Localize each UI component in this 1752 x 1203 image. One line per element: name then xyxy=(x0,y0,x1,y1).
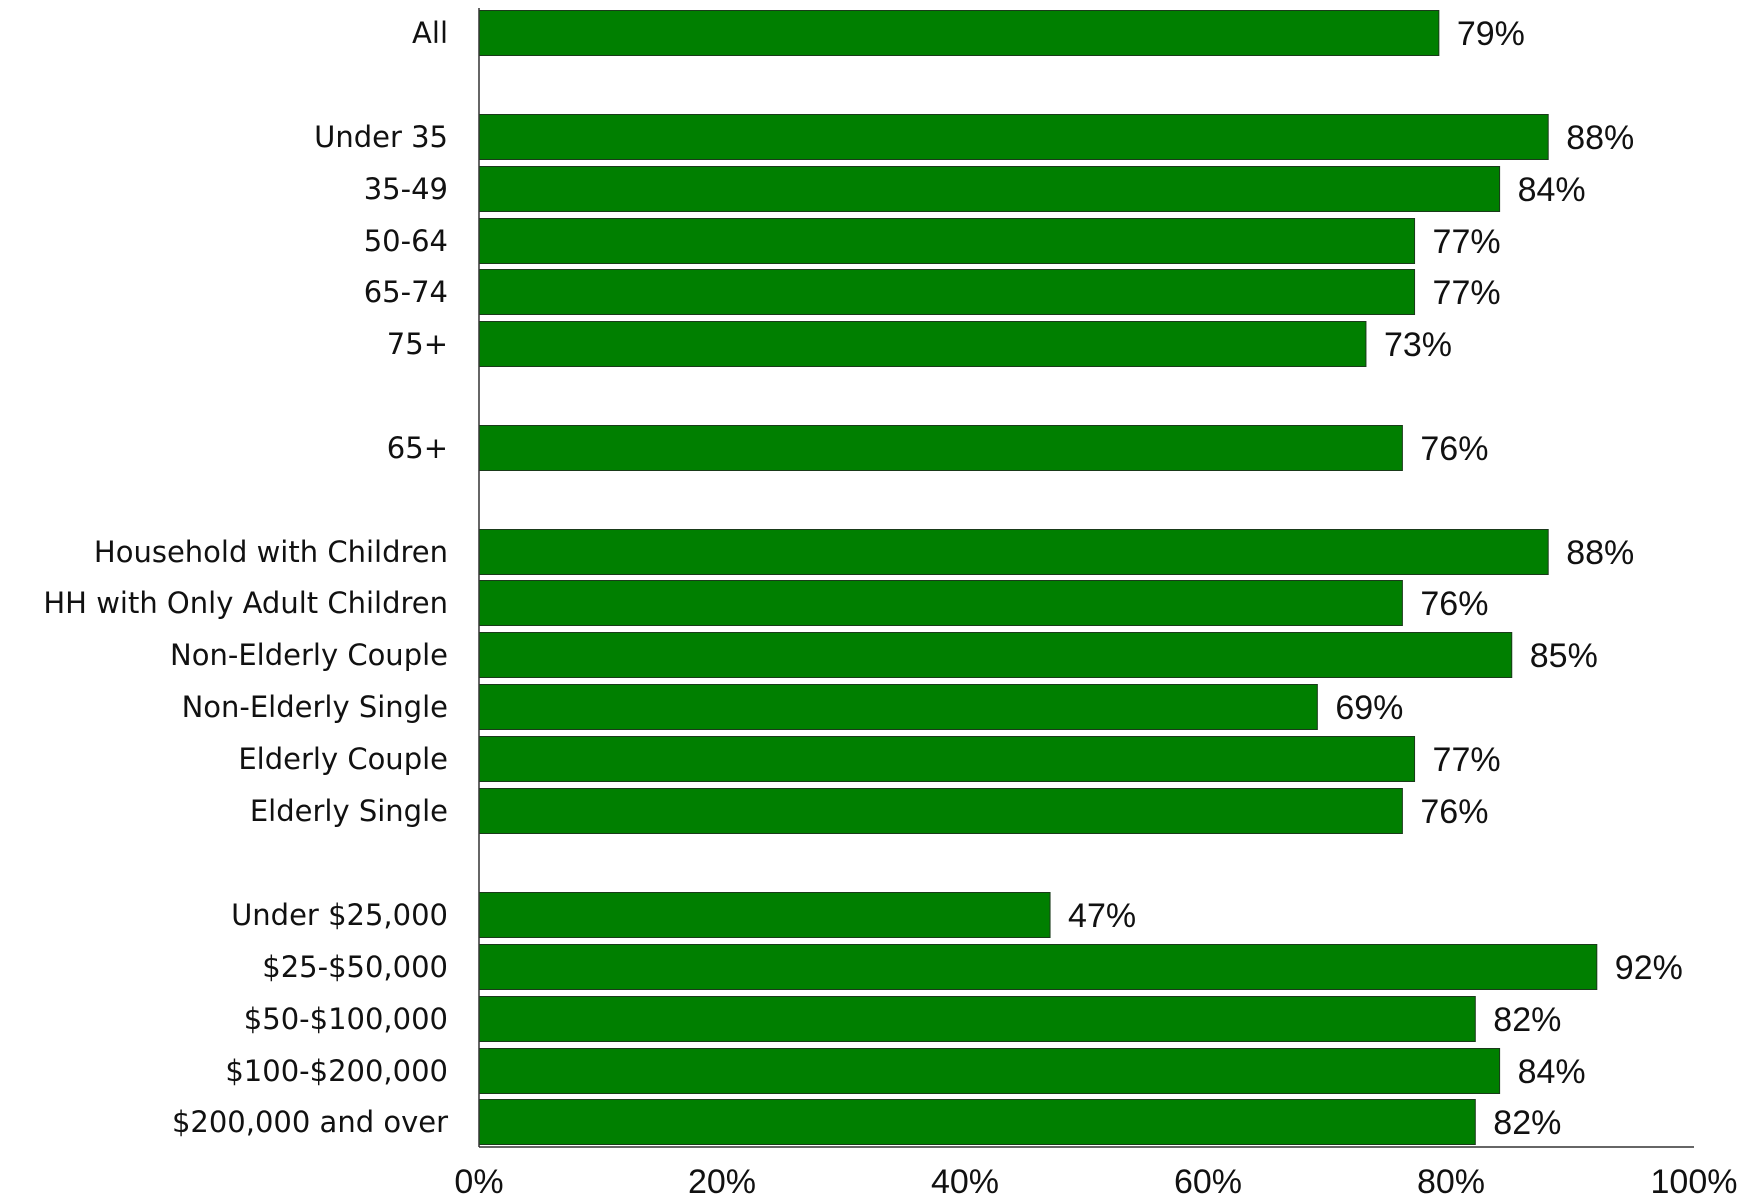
value-label-1: 88% xyxy=(1566,119,1634,157)
x-tick-label-1: 20% xyxy=(688,1163,756,1201)
bar-9 xyxy=(478,632,1513,678)
bar-11 xyxy=(478,736,1416,782)
bar-2 xyxy=(478,166,1501,212)
category-label-5: 75+ xyxy=(387,327,448,361)
bar-14 xyxy=(478,944,1598,990)
category-label-13: Under $25,000 xyxy=(231,898,448,932)
value-label-12: 76% xyxy=(1420,793,1488,831)
value-label-4: 77% xyxy=(1433,274,1501,312)
value-label-5: 73% xyxy=(1384,326,1452,364)
x-axis-ticks: 0% 20% 40% 60% 80% 100% xyxy=(454,1163,1737,1201)
category-label-10: Non-Elderly Single xyxy=(182,690,448,724)
x-tick-label-3: 60% xyxy=(1174,1163,1242,1201)
category-label-1: Under 35 xyxy=(314,120,448,154)
category-labels: All Under 35 35-49 50-64 65-74 75+ 65+ Househol… xyxy=(43,16,448,1139)
value-label-15: 82% xyxy=(1493,1001,1561,1039)
bar-10 xyxy=(478,684,1318,730)
value-label-8: 76% xyxy=(1420,585,1488,623)
value-labels: 79% 88% 84% 77% 77% 73% 76% 88% 76% 85% 69% 77% 76% 4… xyxy=(1068,15,1683,1142)
value-label-11: 77% xyxy=(1433,741,1501,779)
bar-7 xyxy=(478,529,1549,575)
bars-layer xyxy=(478,10,1598,1145)
category-label-6: 65+ xyxy=(387,431,448,465)
bar-17 xyxy=(478,1099,1476,1145)
category-label-16: $100-$200,000 xyxy=(225,1054,448,1088)
category-label-14: $25-$50,000 xyxy=(262,950,448,984)
value-label-16: 84% xyxy=(1518,1053,1586,1091)
bar-15 xyxy=(478,996,1476,1042)
bar-16 xyxy=(478,1048,1501,1094)
bar-0 xyxy=(478,10,1440,56)
value-label-13: 47% xyxy=(1068,897,1136,935)
category-label-3: 50-64 xyxy=(364,224,448,258)
value-label-14: 92% xyxy=(1615,949,1683,987)
bar-4 xyxy=(478,269,1416,315)
category-label-0: All xyxy=(412,16,448,50)
value-label-17: 82% xyxy=(1493,1104,1561,1142)
bar-6 xyxy=(478,425,1403,471)
value-label-3: 77% xyxy=(1433,223,1501,261)
category-label-7: Household with Children xyxy=(94,535,448,569)
value-label-10: 69% xyxy=(1335,689,1403,727)
value-label-9: 85% xyxy=(1530,637,1598,675)
x-tick-label-4: 80% xyxy=(1417,1163,1485,1201)
category-label-15: $50-$100,000 xyxy=(244,1002,448,1036)
category-label-8: HH with Only Adult Children xyxy=(43,586,448,620)
category-label-4: 65-74 xyxy=(364,275,448,309)
x-tick-label-2: 40% xyxy=(931,1163,999,1201)
bar-1 xyxy=(478,114,1549,160)
value-label-6: 76% xyxy=(1420,430,1488,468)
bar-8 xyxy=(478,580,1403,626)
x-tick-label-5: 100% xyxy=(1651,1163,1738,1201)
value-label-7: 88% xyxy=(1566,534,1634,572)
category-label-12: Elderly Single xyxy=(250,794,448,828)
bar-13 xyxy=(478,892,1051,938)
value-label-2: 84% xyxy=(1518,171,1586,209)
category-label-9: Non-Elderly Couple xyxy=(170,638,448,672)
category-label-11: Elderly Couple xyxy=(238,742,448,776)
x-tick-label-0: 0% xyxy=(454,1163,503,1201)
category-label-17: $200,000 and over xyxy=(172,1105,448,1139)
category-label-2: 35-49 xyxy=(364,172,448,206)
bar-3 xyxy=(478,218,1416,264)
bar-12 xyxy=(478,788,1403,834)
value-label-0: 79% xyxy=(1457,15,1525,53)
bar-5 xyxy=(478,321,1367,367)
